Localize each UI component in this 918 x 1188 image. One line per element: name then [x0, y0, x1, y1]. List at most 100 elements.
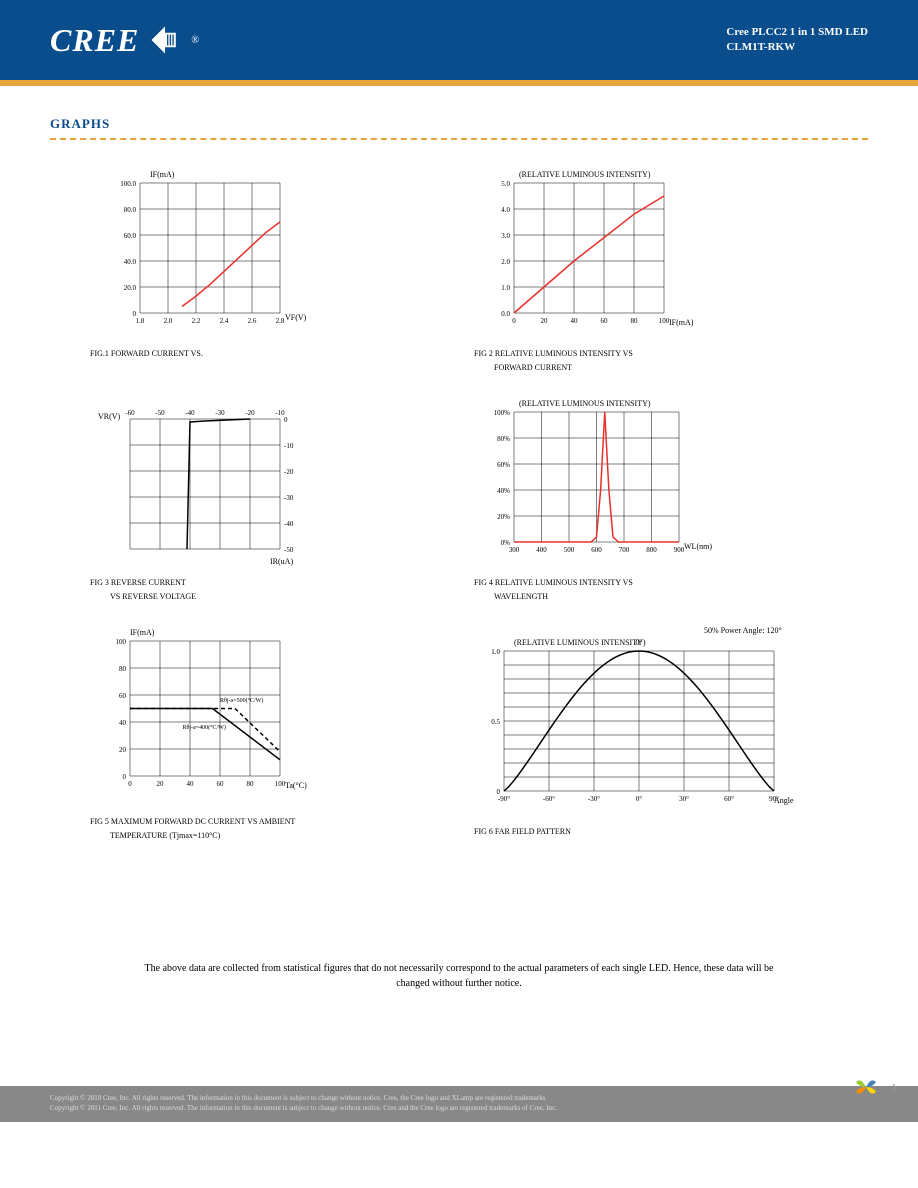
- content-area: GRAPHS IF(mA) 1.82.02.22.42.62.8020.040.…: [0, 86, 918, 1086]
- svg-text:60: 60: [217, 780, 225, 788]
- section-title: GRAPHS: [50, 116, 868, 132]
- svg-text:2.2: 2.2: [192, 317, 201, 325]
- svg-text:400: 400: [536, 546, 547, 554]
- svg-text:40%: 40%: [497, 487, 510, 495]
- fig1-cell: IF(mA) 1.82.02.22.42.62.8020.040.060.080…: [90, 165, 444, 374]
- svg-text:-40: -40: [284, 520, 294, 528]
- svg-text:500: 500: [564, 546, 575, 554]
- svg-text:30°: 30°: [679, 795, 689, 803]
- logo: CREE ®: [50, 22, 199, 59]
- fig1-xlabel: VF(V): [285, 313, 307, 322]
- fig1-chart: IF(mA) 1.82.02.22.42.62.8020.040.060.080…: [90, 165, 310, 345]
- svg-text:1.0: 1.0: [501, 284, 510, 292]
- svg-text:2.8: 2.8: [276, 317, 285, 325]
- svg-text:300: 300: [509, 546, 520, 554]
- fig5-anno1: Rθj-a=500(°C/W): [220, 696, 263, 703]
- svg-text:80: 80: [247, 780, 255, 788]
- fig5-caption-l1: FIG 5 MAXIMUM FORWARD DC CURRENT VS AMBI…: [90, 817, 444, 827]
- fig4-cell: (RELATIVE LUMINOUS INTENSITY) 300 400 500 6…: [474, 394, 828, 603]
- svg-text:0: 0: [123, 773, 127, 781]
- fig3-cell: VR(V) -60-50-40-30-20-10-50-40-30-20-100…: [90, 394, 444, 603]
- svg-text:20: 20: [119, 746, 127, 754]
- fig4-ylabel: (RELATIVE LUMINOUS INTENSITY): [519, 399, 651, 408]
- svg-text:0: 0: [133, 310, 137, 318]
- footer-line1: Copyright © 2010 Cree, Inc. All rights r…: [50, 1094, 868, 1104]
- fig5-caption-l2: TEMPERATURE (Tjmax=110°C): [90, 831, 444, 841]
- svg-text:100%: 100%: [494, 409, 511, 417]
- fig6-chart: (RELATIVE LUMINOUS INTENSITY) 50% Power …: [474, 623, 794, 823]
- svg-text:-50: -50: [284, 546, 294, 554]
- svg-text:2.0: 2.0: [501, 258, 510, 266]
- fig6-xlabel: Angle: [774, 796, 794, 805]
- fig3-xlabel: IR(uA): [270, 557, 293, 566]
- svg-text:4.0: 4.0: [501, 206, 510, 214]
- fig3-caption-l1: FIG 3 REVERSE CURRENT: [90, 578, 444, 588]
- svg-text:0.0: 0.0: [501, 310, 510, 318]
- svg-text:40: 40: [187, 780, 195, 788]
- disclaimer-text: The above data are collected from statis…: [50, 961, 868, 991]
- svg-text:-10: -10: [284, 442, 294, 450]
- svg-text:2.0: 2.0: [164, 317, 173, 325]
- svg-text:40.0: 40.0: [124, 258, 137, 266]
- svg-text:-90°: -90°: [498, 795, 510, 803]
- fig1-ylabel: IF(mA): [150, 170, 175, 179]
- fig5-anno2: Rθj-a=400(°C/W): [183, 723, 226, 730]
- product-line-2: CLM1T-RKW: [726, 40, 868, 55]
- svg-text:60.0: 60.0: [124, 232, 137, 240]
- dashed-divider: [50, 138, 868, 140]
- svg-text:80%: 80%: [497, 435, 510, 443]
- svg-text:20: 20: [541, 317, 549, 325]
- svg-text:1.8: 1.8: [136, 317, 145, 325]
- fig6-top: 0°: [635, 638, 642, 647]
- svg-text:1.0: 1.0: [491, 648, 500, 656]
- svg-text:3.0: 3.0: [501, 232, 510, 240]
- svg-text:-30°: -30°: [588, 795, 600, 803]
- svg-text:0°: 0°: [636, 795, 643, 803]
- fig4-caption-l1: FIG 4 RELATIVE LUMINOUS INTENSITY VS: [474, 578, 828, 588]
- fig5-ylabel: IF(mA): [130, 628, 155, 637]
- svg-text:-50: -50: [155, 409, 165, 417]
- svg-text:-40: -40: [185, 409, 195, 417]
- svg-text:100.0: 100.0: [120, 180, 136, 188]
- fig2-xlabel: IF(mA): [669, 318, 694, 327]
- svg-text:40: 40: [119, 719, 127, 727]
- svg-text:40: 40: [571, 317, 579, 325]
- svg-text:0%: 0%: [501, 539, 511, 547]
- logo-text: CREE: [50, 22, 139, 59]
- svg-text:-30: -30: [284, 494, 294, 502]
- page-footer: Copyright © 2010 Cree, Inc. All rights r…: [0, 1086, 918, 1122]
- fig3-caption-l2: VS REVERSE VOLTAGE: [90, 592, 444, 602]
- svg-text:700: 700: [619, 546, 630, 554]
- svg-text:-30: -30: [215, 409, 225, 417]
- fig2-ylabel: (RELATIVE LUMINOUS INTENSITY): [519, 170, 651, 179]
- svg-text:80: 80: [119, 665, 127, 673]
- fig2-caption-l1: FIG 2 RELATIVE LUMINOUS INTENSITY VS: [474, 349, 828, 359]
- svg-text:60%: 60%: [497, 461, 510, 469]
- fig3-chart: VR(V) -60-50-40-30-20-10-50-40-30-20-100…: [90, 394, 310, 574]
- svg-text:100: 100: [116, 638, 127, 646]
- svg-text:0: 0: [284, 416, 288, 424]
- page-header: CREE ® Cree PLCC2 1 in 1 SMD LED CLM1T-R…: [0, 0, 918, 80]
- fig6-cell: (RELATIVE LUMINOUS INTENSITY) 50% Power …: [474, 623, 828, 842]
- logo-icon: [147, 22, 183, 58]
- svg-text:600: 600: [591, 546, 602, 554]
- fig6-caption: FIG 6 FAR FIELD PATTERN: [474, 827, 828, 837]
- fig2-caption-l2: FORWARD CURRENT: [474, 363, 828, 373]
- graphs-grid: IF(mA) 1.82.02.22.42.62.8020.040.060.080…: [50, 165, 868, 841]
- header-product-info: Cree PLCC2 1 in 1 SMD LED CLM1T-RKW: [726, 25, 868, 56]
- fig4-xlabel: WL(nm): [684, 542, 712, 551]
- svg-text:0: 0: [497, 788, 501, 796]
- fig4-chart: (RELATIVE LUMINOUS INTENSITY) 300 400 500 6…: [474, 394, 714, 574]
- footer-line2: Copyright © 2011 Cree, Inc. All rights r…: [50, 1104, 868, 1114]
- svg-text:20: 20: [157, 780, 165, 788]
- svg-text:60: 60: [119, 692, 127, 700]
- svg-text:2.6: 2.6: [248, 317, 257, 325]
- svg-text:0: 0: [128, 780, 132, 788]
- svg-text:80: 80: [631, 317, 639, 325]
- svg-text:2.4: 2.4: [220, 317, 229, 325]
- back-to-top[interactable]: ›: [851, 1072, 898, 1102]
- fig5-xlabel: Ta(°C): [285, 781, 307, 790]
- flower-icon: [851, 1072, 881, 1102]
- fig5-cell: IF(mA) 020406080100020406080100 Rθj-a=50…: [90, 623, 444, 842]
- svg-text:20%: 20%: [497, 513, 510, 521]
